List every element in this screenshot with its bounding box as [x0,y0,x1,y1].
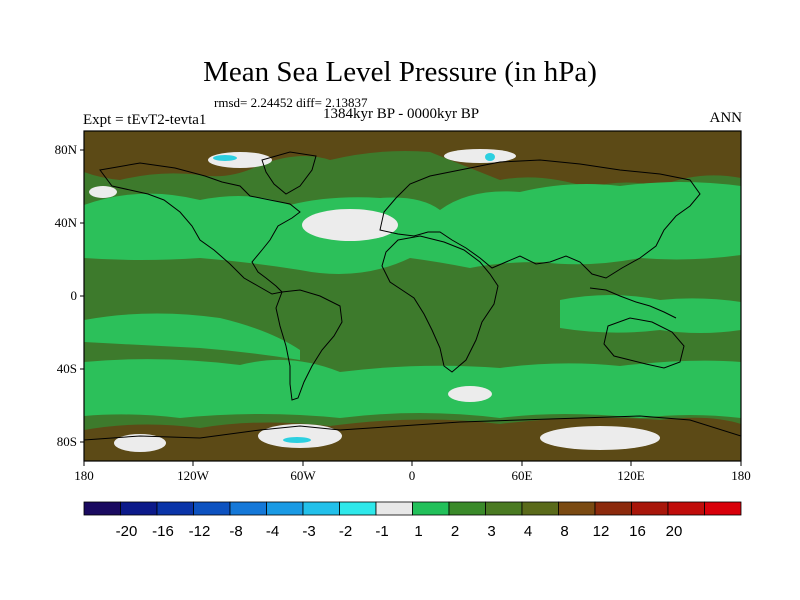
colorbar-label-1: -16 [152,523,174,540]
colorbar-labels: -20 -16 -12 -8 -4 -3 -2 -1 1 2 3 4 8 12 16 20 [116,523,683,540]
field-region-antarctic-white-1 [114,434,166,452]
field-region-north-atlantic-white [302,209,398,241]
lon-label-120e: 120E [617,468,645,483]
field-region-northern-light-green [84,182,741,274]
coastline-africa [381,235,499,373]
field-region-south-pacific-light-green [84,313,300,360]
colorbar-label-12: 8 [560,523,568,540]
colorbar [83,501,742,516]
coastline-southeast-asia [589,287,677,319]
colorbar-swatch-12 [521,501,559,516]
coastline-greenland [261,151,317,195]
coastline-eurasia [379,159,701,279]
longitude-labels: 180 120W 60W 0 60E 120E 180 [74,468,751,483]
lat-label-80n: 80N [55,142,78,157]
colorbar-swatch-9 [412,501,450,516]
lat-label-eq: 0 [71,288,78,303]
colorbar-swatch-6 [302,501,340,516]
map-title: Mean Sea Level Pressure (in hPa) [203,56,597,88]
lon-label-0: 0 [409,468,416,483]
field-region-antarctic-cyan [283,437,311,443]
colorbar-label-13: 12 [593,523,610,540]
coastline-australia [603,317,685,369]
colorbar-swatch-2 [156,501,194,516]
field-region-antarctic-white-2 [258,424,342,448]
lat-label-80s: 80S [57,434,77,449]
lon-label-120w: 120W [177,468,210,483]
field-region-arctic-brown [84,131,741,188]
field-region-siberia-white [444,149,516,163]
axis-ticks [80,149,742,466]
rmsd-diff-stats: rmsd= 2.24452 diff= 2.13837 [214,95,368,110]
lon-label-180e: 180 [731,468,751,483]
colorbar-label-8: 1 [414,523,422,540]
time-period: 1384kyr BP - 0000kyr BP [323,106,480,122]
colorbar-swatch-15 [631,501,669,516]
colorbar-swatch-1 [120,501,158,516]
colorbar-swatch-13 [558,501,596,516]
colorbar-swatch-16 [667,501,705,516]
colorbar-swatch-10 [448,501,486,516]
field-region-southern-light-green [84,359,741,418]
coastline-north-america [99,162,301,295]
colorbar-label-2: -12 [189,523,211,540]
coastlines [84,151,741,441]
colorbar-label-0: -20 [116,523,138,540]
colorbar-swatch-5 [266,501,304,516]
colorbar-label-7: -1 [375,523,388,540]
lon-label-60w: 60W [290,468,316,483]
field-region-greenland-cyan [213,155,237,161]
colorbar-swatch-0 [83,501,121,516]
lat-label-40n: 40N [55,215,78,230]
coastline-antarctica [84,415,741,441]
field-region-alaska-white [89,186,117,198]
colorbar-label-10: 3 [487,523,495,540]
field-region-antarctic-white-3 [540,426,660,450]
colorbar-swatch-11 [485,501,523,516]
colorbar-swatch-7 [339,501,377,516]
colorbar-label-14: 16 [629,523,646,540]
colorbar-swatch-17 [704,501,742,516]
field-region-arctic-cyan [485,153,495,161]
colorbar-swatch-14 [594,501,632,516]
lat-label-40s: 40S [57,361,77,376]
colorbar-label-11: 4 [524,523,532,540]
lon-label-180w: 180 [74,468,94,483]
field-region-southern-ocean-white [448,386,492,402]
latitude-labels: 80N 40N 0 40S 80S [55,142,78,449]
colorbar-label-15: 20 [666,523,683,540]
colorbar-label-5: -3 [302,523,315,540]
colorbar-swatch-4 [229,501,267,516]
lon-label-60e: 60E [512,468,533,483]
colorbar-label-9: 2 [451,523,459,540]
coastline-south-america [275,289,343,401]
colorbar-swatch-3 [193,501,231,516]
colorbar-label-6: -2 [339,523,352,540]
season-label: ANN [709,110,743,126]
colorbar-swatch-8 [375,501,413,516]
colorbar-label-3: -8 [229,523,242,540]
colorbar-label-4: -4 [266,523,279,540]
pressure-field [84,131,741,461]
field-region-tropical-light-green [560,295,741,333]
experiment-label: Expt = tEvT2-tevta1 [83,112,207,128]
